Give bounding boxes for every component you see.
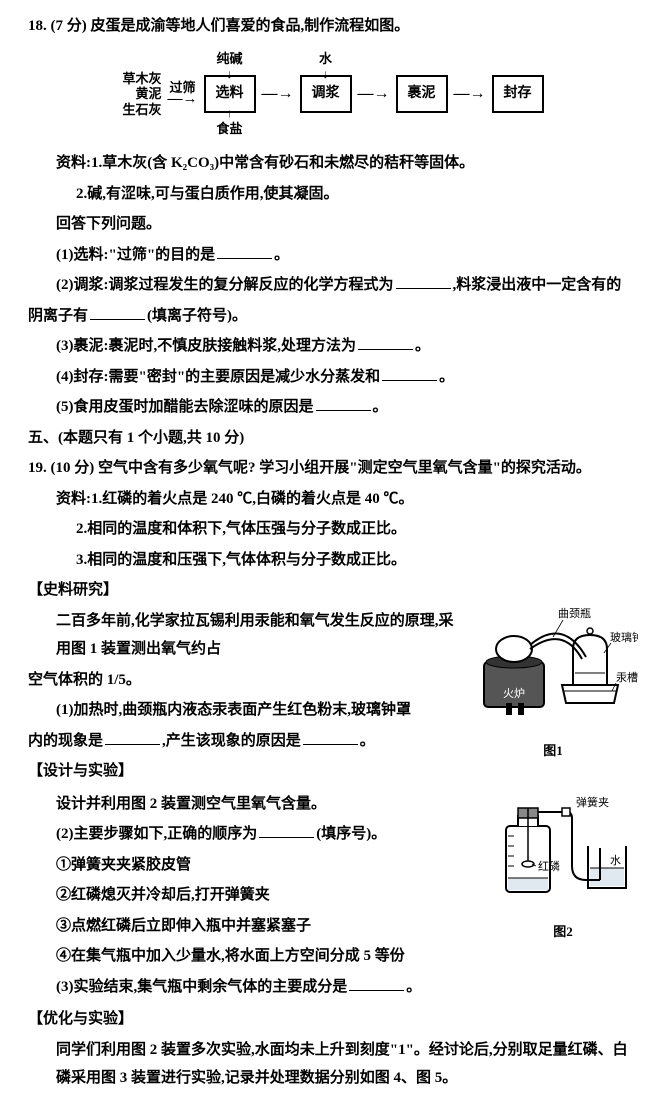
q19-mat2: 2.相同的温度和体积下,气体压强与分子数成正比。 bbox=[28, 515, 638, 544]
flowchart: 草木灰 黄泥 生石灰 过筛 —→ 纯碱 ↓ 选料 ↑ 食盐 —→ 水 ↓ 调浆 … bbox=[28, 47, 638, 142]
p2a: (2)调浆:调浆过程发生的复分解反应的化学方程式为 bbox=[56, 277, 394, 293]
p5a: (5)食用皮蛋时加醋能去除涩味的原因是 bbox=[56, 399, 314, 415]
d2b: (填序号)。 bbox=[316, 826, 386, 842]
q19-mat3: 3.相同的温度和压强下,气体体积与分子数成正比。 bbox=[28, 546, 638, 575]
p2d: (填离子符号)。 bbox=[147, 308, 247, 324]
figure-1: 火炉 曲颈瓶 玻璃钟罩 汞槽 图1 bbox=[468, 607, 638, 764]
flow-pre-3: 生石灰 bbox=[122, 102, 161, 118]
figure-2: 弹簧夹 红磷 水 图2 bbox=[488, 788, 638, 945]
q18-mat-2: 2.碱,有涩味,可与蛋白质作用,使其凝固。 bbox=[28, 180, 638, 209]
q19-h3: 【优化与实验】 bbox=[28, 1005, 638, 1034]
q19-h1: 【史料研究】 bbox=[28, 576, 638, 605]
p5b: 。 bbox=[373, 399, 388, 415]
flow-b1-bot: 食盐 bbox=[216, 117, 242, 142]
p1a: (1)选料:"过筛"的目的是 bbox=[56, 247, 215, 263]
mat-label: 资料: bbox=[56, 491, 91, 507]
q18-p1: (1)选料:"过筛"的目的是 。 bbox=[28, 241, 638, 270]
flow-pre-1: 草木灰 bbox=[122, 71, 161, 87]
fig1-bell-label: 玻璃钟罩 bbox=[610, 630, 638, 644]
blank-input[interactable] bbox=[396, 274, 451, 289]
blank-input[interactable] bbox=[382, 366, 437, 381]
flow-box-3: 裹泥 bbox=[396, 75, 448, 114]
q18-p2-cont: 阴离子有 (填离子符号)。 bbox=[28, 302, 638, 331]
q18-score: (7 分) bbox=[51, 18, 87, 34]
section-5-header: 五、(本题只有 1 个小题,共 10 分) bbox=[28, 424, 638, 453]
p3a: (3)裹泥:裹泥时,不慎皮肤接触料浆,处理方法为 bbox=[56, 338, 356, 354]
q19-mat1: 资料:1.红磷的着火点是 240 ℃,白磷的着火点是 40 ℃。 bbox=[28, 485, 638, 514]
q18-stem-text: 皮蛋是成渝等地人们喜爱的食品,制作流程如图。 bbox=[91, 18, 410, 34]
fig2-clip-label: 弹簧夹 bbox=[576, 795, 609, 809]
mat2-text: 2.碱,有涩味,可与蛋白质作用,使其凝固。 bbox=[76, 186, 339, 202]
q19-stem-text: 空气中含有多少氧气呢? 学习小组开展"测定空气里氧气含量"的探究活动。 bbox=[98, 460, 591, 476]
arrow-icon: —→ bbox=[454, 79, 486, 109]
p3b: 。 bbox=[415, 338, 430, 354]
p2b: ,料浆浸出液中一定含有的 bbox=[453, 277, 622, 293]
flow-pre: 草木灰 黄泥 生石灰 bbox=[122, 71, 161, 118]
q18-prompt: 回答下列问题。 bbox=[28, 210, 638, 239]
blank-input[interactable] bbox=[90, 305, 145, 320]
flow-box-2: 水 ↓ 调浆 bbox=[300, 75, 352, 114]
q18-p3: (3)裹泥:裹泥时,不慎皮肤接触料浆,处理方法为 。 bbox=[28, 332, 638, 361]
q18-p4: (4)封存:需要"密封"的主要原因是减少水分蒸发和 。 bbox=[28, 363, 638, 392]
mat-label: 资料: bbox=[56, 155, 91, 171]
flow-b4-text: 封存 bbox=[504, 81, 532, 108]
flow-arrow-prestep: 过筛 —→ bbox=[168, 81, 198, 107]
p1b: 。 bbox=[274, 247, 289, 263]
q18-stem: 18. (7 分) 皮蛋是成渝等地人们喜爱的食品,制作流程如图。 bbox=[28, 12, 638, 41]
blank-input[interactable] bbox=[105, 730, 160, 745]
fig1-stove-label: 火炉 bbox=[503, 687, 525, 700]
blank-input[interactable] bbox=[358, 335, 413, 350]
fig1-caption: 图1 bbox=[468, 739, 638, 764]
p4b: 。 bbox=[439, 369, 454, 385]
blank-input[interactable] bbox=[303, 730, 358, 745]
arrow-down-icon: ↓ bbox=[323, 63, 329, 86]
arrow-down-icon: ↓ bbox=[227, 63, 233, 86]
t1d: 。 bbox=[360, 733, 375, 749]
q18-mat-1: 资料:1.草木灰(含 K₂CO₃)中常含有砂石和未燃尽的秸秆等固体。 bbox=[28, 149, 638, 178]
mat1t: 1.红磷的着火点是 240 ℃,白磷的着火点是 40 ℃。 bbox=[91, 491, 414, 507]
arrow-icon: —→ bbox=[358, 79, 390, 109]
t1a: (1)加热时,曲颈瓶内液态汞表面产生红色粉末,玻璃钟罩 bbox=[56, 702, 411, 718]
hist-a: 二百多年前,化学家拉瓦锡利用汞能和氧气发生反应的原理,采用图 1 装置测出氧气约… bbox=[56, 613, 454, 658]
d3a: (3)实验结束,集气瓶中剩余气体的主要成分是 bbox=[56, 979, 347, 995]
q18-p5: (5)食用皮蛋时加醋能去除涩味的原因是 。 bbox=[28, 393, 638, 422]
flow-box-1: 纯碱 ↓ 选料 ↑ 食盐 bbox=[204, 75, 256, 114]
flow-b3-text: 裹泥 bbox=[408, 81, 436, 108]
fig1-trough-label: 汞槽 bbox=[616, 671, 638, 684]
flow-box-4: 封存 bbox=[492, 75, 544, 114]
figure-2-svg: 弹簧夹 红磷 水 bbox=[488, 788, 638, 908]
q18-p2: (2)调浆:调浆过程发生的复分解反应的化学方程式为 ,料浆浸出液中一定含有的 bbox=[28, 271, 638, 300]
arrow-icon: —→ bbox=[262, 79, 294, 109]
blank-input[interactable] bbox=[259, 823, 314, 838]
fig2-caption: 图2 bbox=[488, 920, 638, 945]
blank-input[interactable] bbox=[316, 396, 371, 411]
t1b: 内的现象是 bbox=[28, 733, 103, 749]
q19-d3: (3)实验结束,集气瓶中剩余气体的主要成分是 。 bbox=[28, 973, 638, 1002]
p2c: 阴离子有 bbox=[28, 308, 88, 324]
q19-s4: ④在集气瓶中加入少量水,将水面上方空间分成 5 等份 bbox=[28, 942, 638, 971]
q19-opt: 同学们利用图 2 装置多次实验,水面均未上升到刻度"1"。经讨论后,分别取足量红… bbox=[28, 1036, 638, 1093]
blank-input[interactable] bbox=[217, 244, 272, 259]
q19-number: 19. bbox=[28, 460, 47, 476]
blank-input[interactable] bbox=[349, 976, 404, 991]
fig1-neck-label: 曲颈瓶 bbox=[558, 607, 591, 620]
figure-1-svg: 火炉 曲颈瓶 玻璃钟罩 汞槽 bbox=[468, 607, 638, 727]
d2a: (2)主要步骤如下,正确的顺序为 bbox=[56, 826, 257, 842]
p4a: (4)封存:需要"密封"的主要原因是减少水分蒸发和 bbox=[56, 369, 380, 385]
d3b: 。 bbox=[406, 979, 421, 995]
mat1-text: 1.草木灰(含 K₂CO₃)中常含有砂石和未燃尽的秸秆等固体。 bbox=[91, 155, 474, 171]
fig2-phos-label: 红磷 bbox=[538, 860, 560, 873]
t1c: ,产生该现象的原因是 bbox=[162, 733, 301, 749]
arrow-icon: —→ bbox=[168, 92, 198, 107]
fig2-water-label: 水 bbox=[610, 854, 621, 867]
q18-number: 18. bbox=[28, 18, 47, 34]
q19-score: (10 分) bbox=[51, 460, 95, 476]
flow-pre-2: 黄泥 bbox=[122, 86, 161, 102]
q19-stem: 19. (10 分) 空气中含有多少氧气呢? 学习小组开展"测定空气里氧气含量"… bbox=[28, 454, 638, 483]
